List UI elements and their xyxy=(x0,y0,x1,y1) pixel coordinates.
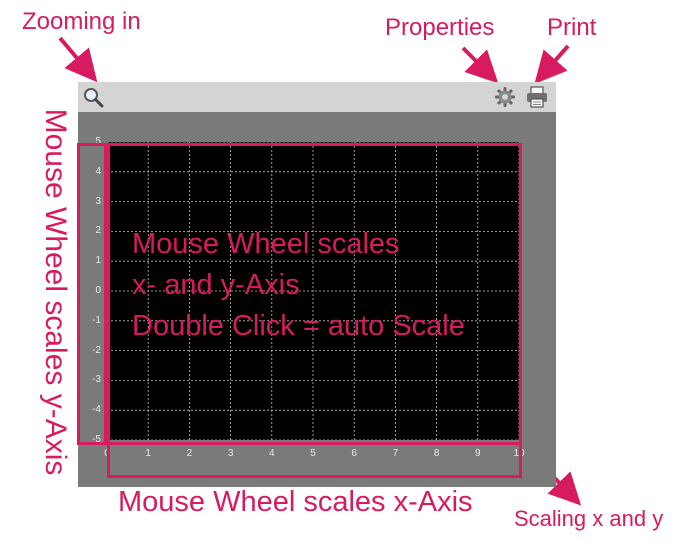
y-tick-label: 1 xyxy=(95,255,101,267)
x-tick-label: 2 xyxy=(186,448,193,459)
zoom-arrow xyxy=(58,36,98,83)
x-tick-label: 5 xyxy=(310,448,316,459)
gear-icon xyxy=(495,87,515,107)
y-tick-label: -3 xyxy=(92,374,101,386)
printer-icon xyxy=(527,86,547,108)
properties-button[interactable] xyxy=(490,82,520,112)
x-axis-highlight xyxy=(107,442,522,478)
properties-annotation: Properties xyxy=(385,14,495,41)
x-tick-label: 7 xyxy=(392,448,399,459)
y-tick-label: -5 xyxy=(92,434,101,445)
x-tick-label: 1 xyxy=(145,448,151,459)
plot-area[interactable] xyxy=(107,142,519,440)
y-tick-label: 2 xyxy=(95,225,101,237)
y-tick-label: 5 xyxy=(95,136,101,147)
print-button[interactable] xyxy=(522,82,552,112)
corner-note: Scaling x and y xyxy=(514,506,664,531)
x-tick-label: 4 xyxy=(269,448,275,459)
zooming-in-annotation: Zooming in xyxy=(22,8,141,35)
y-tick-label: 4 xyxy=(95,165,101,177)
scale-xy-handle[interactable] xyxy=(532,454,552,476)
plot-note-line2: x- and y-Axis xyxy=(132,269,300,301)
print-annotation: Print xyxy=(547,14,597,41)
x-axis-note: Mouse Wheel scales x-Axis xyxy=(118,486,473,518)
x-tick-label: 8 xyxy=(433,448,440,459)
y-tick-label: 0 xyxy=(95,285,101,296)
zoom-button[interactable] xyxy=(78,82,108,112)
plot-note-line3: Double Click = auto Scale xyxy=(132,310,465,342)
y-tick-label: 3 xyxy=(95,195,101,207)
y-tick-label: -1 xyxy=(92,314,101,326)
x-tick-label: 3 xyxy=(227,448,234,459)
plot-grid xyxy=(107,142,519,440)
x-tick-label: 9 xyxy=(475,448,481,459)
y-tick-label: -2 xyxy=(92,344,101,356)
plot-note-line1: Mouse Wheel scales xyxy=(132,228,400,260)
properties-arrow xyxy=(461,46,499,84)
y-tick-label: -4 xyxy=(92,404,101,416)
magnifier-icon xyxy=(84,88,104,108)
print-arrow xyxy=(534,44,570,84)
y-axis-highlight xyxy=(77,143,107,445)
x-tick-label: 6 xyxy=(351,448,357,459)
y-axis-note: Mouse Wheel scales y-Axis xyxy=(39,108,72,476)
plot-toolbar xyxy=(78,82,556,112)
